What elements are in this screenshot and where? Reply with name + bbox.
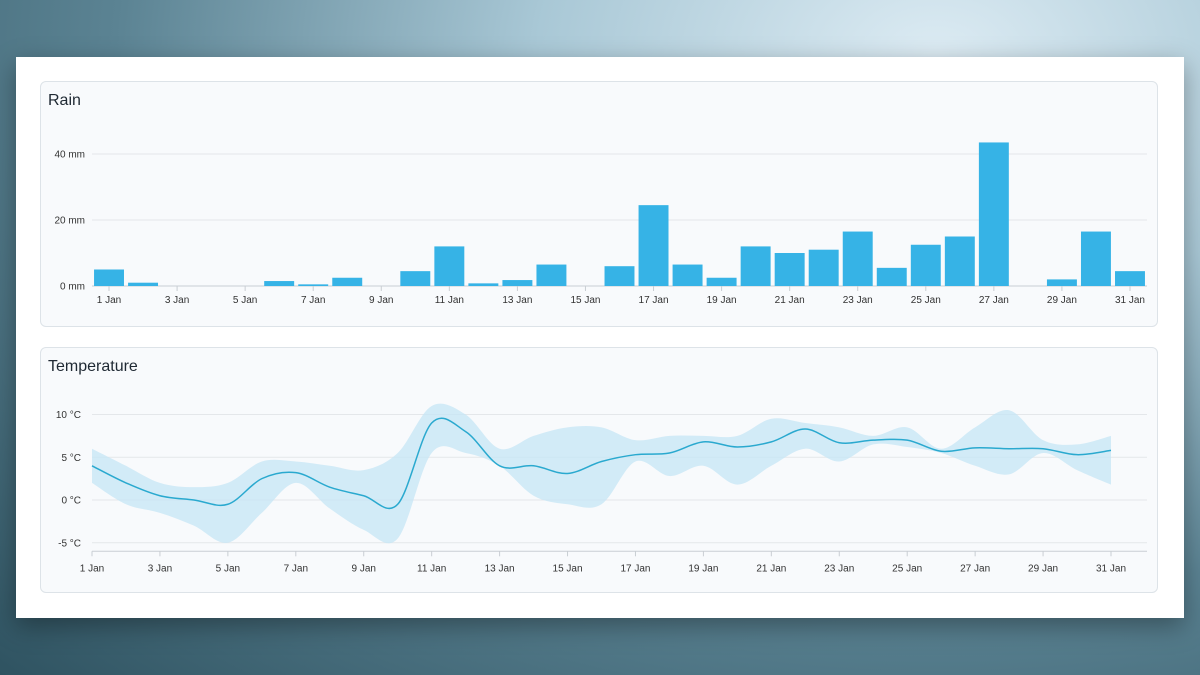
rain-bar [842, 231, 873, 286]
rain-y-tick-label: 0 mm [60, 282, 85, 293]
rain-x-tick-label: 31 Jan [1115, 295, 1145, 306]
rain-x-tick-label: 17 Jan [639, 295, 669, 306]
temp-x-tick-label: 1 Jan [80, 563, 104, 574]
temp-x-tick-label: 5 Jan [216, 563, 240, 574]
rain-chart: 0 mm 20 mm 40 mm 1 Jan 3 Jan 5 Jan 7 Jan 9 Jan 1… [54, 142, 1147, 306]
rain-bar [604, 266, 635, 286]
rain-bar [706, 277, 737, 286]
rain-x-tick-label: 27 Jan [979, 295, 1009, 306]
rain-bar [332, 277, 363, 286]
temp-x-tick-label: 7 Jan [284, 563, 308, 574]
rain-y-tick-label: 20 mm [54, 216, 85, 227]
temp-x-tick-label: 29 Jan [1028, 563, 1058, 574]
temp-x-tick-label: 27 Jan [960, 563, 990, 574]
rain-x-tick-label: 3 Jan [165, 295, 189, 306]
rain-bar [1080, 231, 1111, 286]
temp-x-tick-label: 17 Jan [620, 563, 650, 574]
rain-bar [910, 244, 941, 286]
rain-bar [298, 284, 329, 286]
temp-series-line [91, 417, 1112, 510]
dashboard-canvas: Rain 0 mm 20 mm 40 mm 1 Jan 3 Jan 5 Jan 7 Jan 9… [16, 57, 1184, 618]
rain-bar [672, 264, 703, 286]
temp-x-tick-label: 3 Jan [148, 563, 172, 574]
temp-x-tick-label: 13 Jan [485, 563, 515, 574]
rain-bar [944, 236, 975, 286]
rain-bar [94, 269, 124, 286]
rain-x-tick-label: 13 Jan [502, 295, 532, 306]
rain-bar [536, 264, 567, 286]
rain-x-tick-label: 9 Jan [369, 295, 393, 306]
rain-x-tick-label: 29 Jan [1047, 295, 1077, 306]
rain-x-tick-label: 15 Jan [570, 295, 600, 306]
temperature-chart: -5 °C 0 °C 5 °C 10 °C 1 Jan 3 Jan 5 Jan 7 Jan 9 … [56, 403, 1147, 574]
temperature-chart-title: Temperature [48, 358, 138, 375]
temp-y-tick-label: 10 °C [56, 410, 81, 421]
temp-x-tick-label: 21 Jan [756, 563, 786, 574]
temp-x-tick-label: 23 Jan [824, 563, 854, 574]
temp-y-tick-label: 5 °C [61, 453, 81, 464]
rain-bar [128, 282, 159, 286]
temp-x-tick-label: 31 Jan [1096, 563, 1126, 574]
temp-range-band [92, 403, 1111, 544]
rain-chart-title: Rain [48, 92, 81, 109]
rain-bar [502, 280, 533, 286]
temp-x-tick-label: 11 Jan [417, 563, 446, 574]
rain-x-tick-label: 5 Jan [233, 295, 257, 306]
rain-bar [400, 271, 431, 286]
rain-chart-panel: Rain 0 mm 20 mm 40 mm 1 Jan 3 Jan 5 Jan 7 Jan 9… [40, 81, 1158, 327]
temp-x-tick-label: 19 Jan [688, 563, 718, 574]
rain-x-tick-label: 1 Jan [97, 295, 121, 306]
rain-bar [876, 267, 907, 286]
temp-y-tick-label: 0 °C [61, 496, 81, 507]
rain-bar [774, 253, 805, 286]
temp-x-tick-label: 25 Jan [892, 563, 922, 574]
rain-x-tick-label: 19 Jan [707, 295, 737, 306]
rain-x-tick-label: 25 Jan [911, 295, 941, 306]
rain-x-tick-label: 11 Jan [435, 295, 464, 306]
rain-x-tick-label: 21 Jan [775, 295, 805, 306]
rain-bar [1115, 271, 1145, 286]
temp-x-tick-label: 9 Jan [351, 563, 375, 574]
temp-x-tick-label: 15 Jan [553, 563, 583, 574]
rain-x-tick-label: 23 Jan [843, 295, 873, 306]
rain-bar [808, 249, 839, 286]
rain-bar [978, 142, 1009, 286]
rain-bar [740, 246, 771, 286]
temperature-chart-panel: Temperature -5 °C 0 °C 5 °C 10 °C 1 Jan 3 Jan… [40, 347, 1158, 593]
rain-bar [1046, 279, 1077, 286]
rain-y-tick-label: 40 mm [54, 150, 85, 161]
rain-bar [468, 283, 499, 286]
rain-bar [638, 205, 669, 286]
rain-bar [434, 246, 465, 286]
temp-y-tick-label: -5 °C [58, 538, 81, 549]
rain-bar [264, 281, 295, 286]
rain-x-tick-label: 7 Jan [301, 295, 325, 306]
